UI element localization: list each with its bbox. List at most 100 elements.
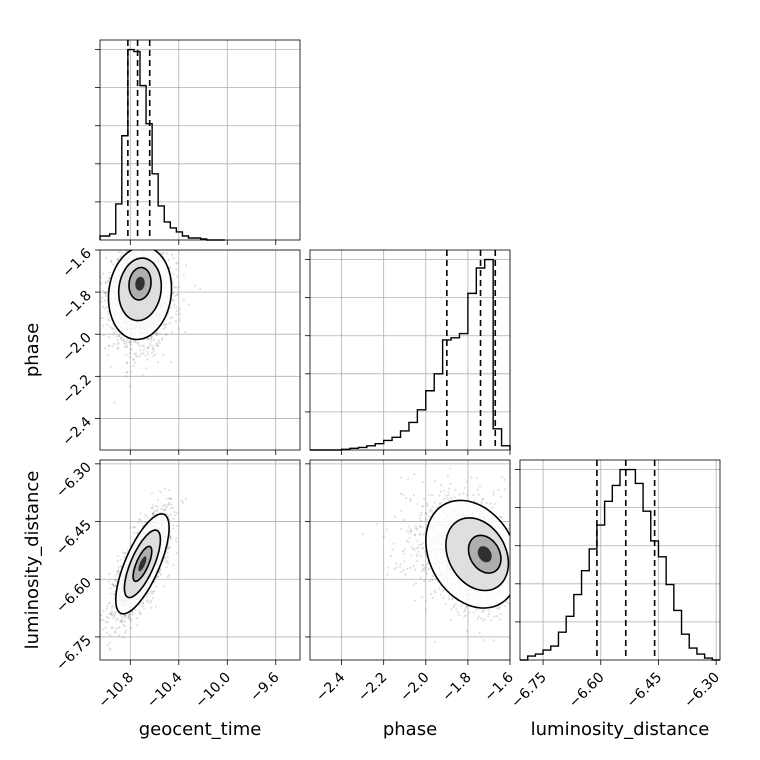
sample-point [121, 620, 125, 623]
sample-point [157, 575, 160, 578]
density-fill-peak [135, 276, 145, 291]
sample-point [137, 343, 140, 346]
sample-point [119, 336, 123, 340]
sample-point [129, 526, 132, 529]
sample-point [176, 552, 179, 555]
sample-point [171, 506, 175, 509]
sample-point [165, 505, 168, 509]
sample-point [414, 582, 417, 585]
sample-point [108, 344, 111, 348]
sample-point [156, 575, 159, 578]
sample-point [109, 612, 113, 616]
sample-point [428, 515, 431, 518]
sample-point [133, 526, 136, 529]
sample-point [428, 510, 431, 513]
sample-point [162, 585, 165, 588]
sample-point [141, 344, 144, 347]
sample-point [155, 342, 158, 345]
sample-point [465, 480, 468, 484]
sample-point [142, 352, 145, 355]
sample-point [472, 611, 475, 614]
sample-point [113, 593, 116, 596]
sample-point [116, 570, 119, 573]
sample-point [125, 340, 128, 343]
sample-point [155, 332, 159, 335]
sample-point [176, 262, 179, 265]
histogram-phase [310, 258, 511, 451]
sample-point [169, 306, 172, 309]
sample-point [108, 276, 111, 279]
sample-point [169, 267, 172, 270]
sample-point [175, 268, 178, 271]
sample-point [120, 620, 123, 624]
sample-point [415, 559, 419, 562]
sample-point [166, 555, 169, 558]
sample-point [104, 620, 108, 624]
sample-point [492, 639, 495, 642]
sample-point [439, 490, 442, 493]
sample-point [172, 257, 175, 260]
sample-point [420, 543, 423, 546]
sample-point [112, 583, 115, 586]
sample-point [113, 327, 116, 330]
sample-point [119, 619, 122, 623]
sample-point [149, 601, 152, 604]
sample-point [165, 566, 168, 569]
sample-point [165, 252, 169, 255]
sample-point [173, 303, 176, 307]
sample-point [176, 275, 179, 278]
sample-point [106, 621, 109, 624]
sample-point [447, 490, 450, 494]
panel-frame [519, 459, 721, 661]
sample-point [167, 514, 170, 517]
sample-point [113, 593, 116, 596]
sample-point [123, 613, 127, 617]
sample-point [102, 619, 105, 622]
sample-point [117, 566, 120, 569]
sample-point [162, 504, 165, 508]
sample-point [449, 482, 452, 485]
sample-point [132, 358, 135, 361]
sample-point [483, 618, 486, 621]
sample-point [130, 343, 133, 346]
sample-point [150, 506, 153, 509]
sample-point [477, 493, 480, 496]
sample-point [102, 324, 105, 327]
sample-point [110, 261, 113, 264]
sample-point [171, 280, 174, 283]
sample-point [403, 552, 406, 555]
panel-frame [99, 249, 301, 451]
sample-point [147, 337, 150, 341]
sample-point [153, 580, 156, 583]
sample-point [160, 338, 164, 342]
sample-point [465, 630, 469, 633]
sample-point [161, 353, 165, 356]
sample-point [100, 300, 103, 303]
sample-point [415, 526, 419, 530]
sample-point [164, 322, 167, 326]
sample-point [168, 545, 171, 548]
sample-point [140, 521, 143, 524]
sample-point [144, 354, 147, 357]
sample-point [132, 364, 135, 368]
sample-point [106, 318, 109, 321]
sample-point [162, 508, 165, 511]
sample-point [120, 336, 123, 339]
sample-point [123, 342, 126, 345]
sample-point [136, 355, 139, 358]
sample-point [139, 349, 142, 352]
sample-point [102, 272, 105, 275]
sample-point [123, 620, 127, 623]
sample-point [407, 525, 410, 528]
sample-point [452, 604, 456, 607]
sample-point [135, 341, 138, 344]
sample-point [104, 281, 107, 284]
sample-point [105, 615, 109, 618]
sample-point [112, 331, 115, 335]
sample-point [169, 361, 173, 364]
sample-point [413, 494, 416, 497]
sample-point [107, 616, 110, 620]
sample-point [169, 534, 172, 537]
sample-point [159, 573, 163, 576]
sample-point [413, 568, 416, 572]
